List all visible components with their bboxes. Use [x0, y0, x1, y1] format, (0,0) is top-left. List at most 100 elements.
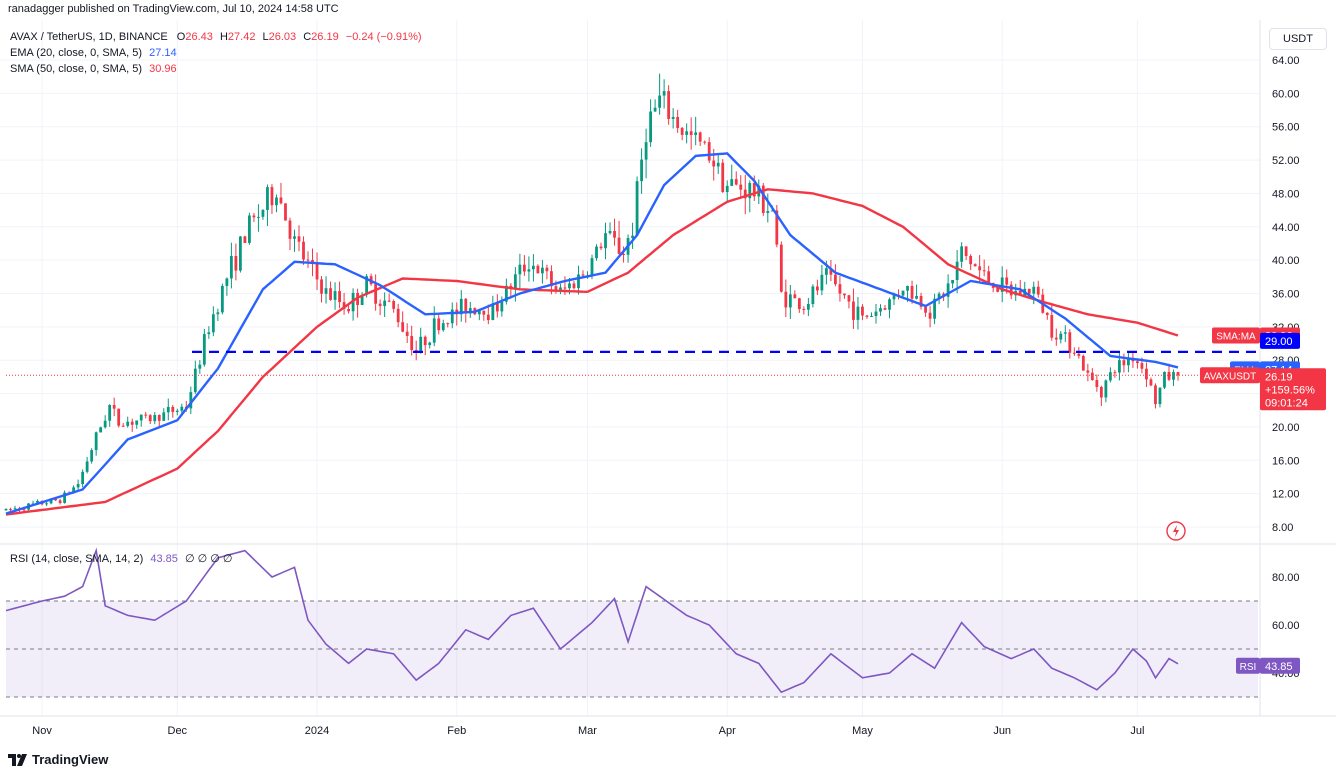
candle [1059, 331, 1063, 344]
candle-body [1018, 290, 1022, 296]
candle [960, 242, 964, 268]
symbol-name-tag[interactable]: AVAXUSDT [1200, 367, 1260, 384]
candle [266, 184, 269, 226]
candle [1036, 280, 1040, 298]
candle [491, 295, 495, 321]
last-price-tag[interactable]: 26.19+159.56%09:01:24 [1260, 368, 1326, 411]
publisher-line: ranadagger published on TradingView.com,… [8, 3, 339, 15]
time-axis-label: Feb [447, 725, 466, 737]
candle [707, 137, 711, 164]
candle-body [797, 298, 801, 309]
candle-body [689, 131, 693, 135]
candle [924, 305, 927, 317]
candle-body [852, 301, 855, 320]
candle-body [1172, 372, 1175, 380]
candle-body [563, 287, 567, 289]
rsi-value-tag[interactable]: 43.85 [1260, 657, 1300, 674]
tradingview-logo[interactable]: TradingView [8, 752, 108, 767]
lightning-icon[interactable] [1166, 521, 1186, 541]
candle [1072, 347, 1076, 356]
candle [631, 222, 634, 249]
symbol-name: AVAX / TetherUS, 1D, BINANCE [10, 31, 168, 43]
candle-body [486, 314, 490, 321]
candle [338, 281, 341, 309]
candle [90, 448, 94, 464]
candle [450, 302, 454, 329]
time-axis-label: Apr [719, 725, 736, 737]
candle-body [279, 197, 283, 204]
candle [279, 182, 283, 205]
candle [1176, 371, 1180, 381]
candle-body [261, 209, 265, 217]
time-axis-label: 2024 [305, 725, 329, 737]
ema-legend[interactable]: EMA (20, close, 0, SMA, 5) 27.14 [10, 47, 177, 59]
symbol-legend[interactable]: AVAX / TetherUS, 1D, BINANCE O26.43 H27.… [10, 31, 422, 43]
candle-body [527, 269, 531, 272]
candle [329, 281, 332, 301]
candle [121, 423, 125, 427]
price-tick-label: 44.00 [1272, 222, 1300, 234]
candle-body [1163, 371, 1166, 388]
candle [775, 204, 779, 248]
candle-body [815, 286, 819, 291]
candle [784, 279, 788, 318]
time-axis-label: Nov [32, 725, 52, 737]
candle [1163, 371, 1166, 390]
rsi-legend[interactable]: RSI (14, close, SMA, 14, 2) 43.85 ∅ ∅ ∅ … [10, 552, 232, 565]
candle [333, 282, 337, 310]
level-price-tag[interactable]: 29.00 [1260, 332, 1300, 349]
currency-button[interactable]: USDT [1269, 28, 1327, 50]
candle [423, 335, 427, 356]
candle-body [1086, 370, 1090, 373]
candle [662, 79, 666, 109]
candle-body [428, 342, 432, 346]
sma-legend[interactable]: SMA (50, close, 0, SMA, 5) 30.96 [10, 63, 177, 75]
candle-body [491, 303, 495, 321]
candle-body [1122, 360, 1126, 366]
candle-body [405, 331, 409, 336]
candle-body [694, 132, 698, 135]
candle-body [49, 498, 53, 504]
candle-body [189, 392, 193, 409]
price-tags: 30.96SMA:MA29.0027.14EMA26.19+159.56%09:… [1200, 327, 1326, 674]
candle-body [284, 203, 287, 221]
candle-body [1149, 379, 1153, 386]
candle-body [590, 258, 594, 276]
candle-body [162, 412, 166, 421]
candle-body [180, 406, 184, 411]
candle [112, 397, 116, 417]
candle [730, 164, 734, 187]
candle [946, 274, 950, 308]
candle [1063, 325, 1067, 342]
candle [288, 217, 292, 251]
candle-body [108, 405, 112, 421]
sma-name-tag[interactable]: SMA:MA [1212, 327, 1260, 344]
candles [4, 73, 1180, 513]
price-tick-label: 8.00 [1272, 522, 1293, 534]
price-tick-label: 40.00 [1272, 255, 1300, 267]
candle-body [522, 264, 526, 272]
rsi-tick-label: 60.00 [1272, 620, 1300, 632]
candle [108, 404, 112, 427]
candle-body [1145, 368, 1148, 380]
candle-body [825, 268, 828, 275]
sma-legend-label: SMA (50, close, 0, SMA, 5) [10, 63, 143, 75]
candle [613, 218, 616, 246]
candle-body [324, 288, 328, 294]
rsi-band-lines [6, 600, 1258, 698]
candle-body [996, 287, 1000, 292]
candle [928, 305, 932, 328]
candle-body [739, 184, 743, 190]
candle-body [347, 308, 350, 312]
candle [175, 408, 179, 416]
grid [0, 20, 1260, 716]
candle-body [157, 415, 161, 421]
candle [644, 128, 648, 179]
rsi-name-tag[interactable]: RSI [1236, 657, 1260, 674]
time-axis: Nov Dec 2024 Feb Mar Apr May Jun Jul [32, 725, 1144, 737]
candle [275, 194, 278, 213]
candle-body [1136, 361, 1139, 364]
candle-body [81, 471, 85, 485]
